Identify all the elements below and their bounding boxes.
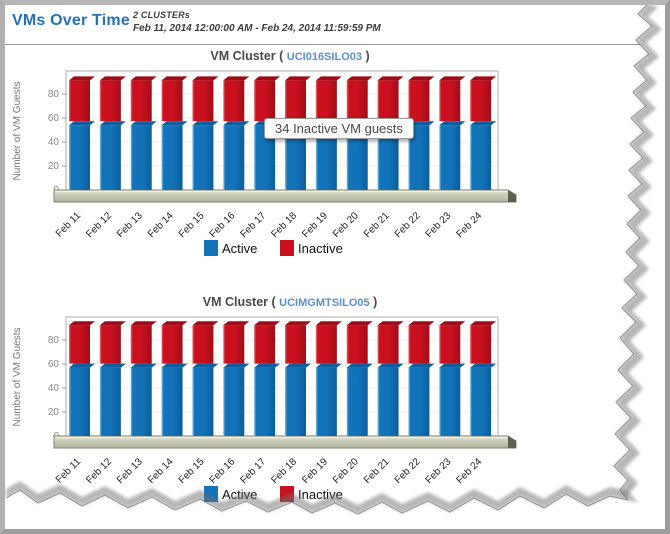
bar-feb-13[interactable]: [130, 321, 157, 436]
cluster-link[interactable]: UCIMGMTSILO05: [279, 297, 369, 309]
y-axis-tick: 60: [48, 113, 60, 124]
x-axis-label: Feb 11: [54, 210, 84, 240]
bar-feb-21[interactable]: [377, 321, 404, 436]
y-axis-tick: 60: [48, 359, 60, 370]
bar-feb-14[interactable]: [161, 76, 188, 190]
bar-feb-23[interactable]: [439, 321, 466, 436]
x-axis-label: Feb 14: [146, 456, 176, 486]
y-axis-label: Number of VM Guests: [12, 328, 23, 427]
legend-swatch-active: [204, 486, 218, 502]
bar-feb-17[interactable]: [254, 321, 281, 436]
y-axis-tick: 40: [48, 137, 60, 148]
legend-label: Active: [222, 241, 257, 256]
x-axis-label: Feb 19: [300, 456, 330, 486]
bar-feb-16[interactable]: [223, 76, 250, 190]
x-axis-label: Feb 20: [331, 456, 361, 486]
x-axis-label: Feb 19: [300, 210, 330, 240]
legend-label: Inactive: [298, 487, 343, 502]
y-axis-tick: 80: [48, 335, 60, 346]
bar-feb-19[interactable]: [315, 321, 342, 436]
bar-feb-12[interactable]: [99, 321, 126, 436]
bar-feb-24[interactable]: [470, 321, 497, 436]
bar-feb-14[interactable]: [161, 321, 188, 436]
x-axis-label: Feb 18: [269, 210, 299, 240]
legend-swatch-inactive: [280, 486, 294, 502]
bar-feb-20[interactable]: [346, 321, 373, 436]
cluster-link[interactable]: UCI016SILO03: [287, 51, 362, 63]
bar-feb-15[interactable]: [192, 76, 219, 190]
x-axis-label: Feb 16: [208, 210, 238, 240]
bar-feb-17[interactable]: [254, 76, 281, 190]
x-axis-label: Feb 14: [146, 210, 176, 240]
chart-legend: Active Inactive: [204, 486, 343, 502]
x-axis-label: Feb 21: [362, 210, 392, 240]
bar-feb-23[interactable]: [439, 76, 466, 190]
legend-swatch-inactive: [280, 240, 294, 256]
report-date-range: Feb 11, 2014 12:00:00 AM - Feb 24, 2014 …: [133, 23, 381, 34]
y-axis-tick: 80: [48, 89, 60, 100]
x-axis-label: Feb 24: [454, 456, 484, 486]
chart-base-platform: [53, 435, 517, 449]
legend-swatch-active: [204, 240, 218, 256]
x-axis-label: Feb 17: [238, 210, 268, 240]
chart-legend: Active Inactive: [204, 240, 343, 256]
report-meta: 2 CLUSTERs Feb 11, 2014 12:00:00 AM - Fe…: [133, 10, 381, 34]
chart-title: VM Cluster ( UCI016SILO03 ): [210, 49, 369, 63]
x-axis-label: Feb 23: [424, 456, 454, 486]
x-axis-label: Feb 13: [115, 210, 145, 240]
y-axis-label: Number of VM Guests: [12, 82, 23, 181]
chart-title: VM Cluster ( UCIMGMTSILO05 ): [203, 295, 378, 309]
bar-feb-12[interactable]: [99, 76, 126, 190]
chart-base-platform: [53, 189, 517, 203]
bar-feb-15[interactable]: [192, 321, 219, 436]
x-axis-label: Feb 22: [393, 210, 423, 240]
x-axis-label: Feb 22: [393, 456, 423, 486]
bar-feb-11[interactable]: [69, 321, 95, 436]
x-axis-label: Feb 13: [115, 456, 145, 486]
x-axis-label: Feb 12: [84, 210, 114, 240]
x-axis-label: Feb 24: [454, 210, 484, 240]
bar-feb-18[interactable]: [285, 321, 311, 436]
y-axis-tick: 20: [48, 407, 60, 418]
x-axis-label: Feb 16: [208, 456, 238, 486]
x-axis-label: Feb 20: [331, 210, 361, 240]
vm-cluster-chart-1[interactable]: VM Cluster ( UCI016SILO03 )020406080Numb…: [6, 47, 606, 293]
y-axis-tick: 40: [48, 383, 60, 394]
chart-tooltip: 34 Inactive VM guests: [264, 118, 414, 139]
x-axis-label: Feb 21: [362, 456, 392, 486]
bar-feb-13[interactable]: [130, 76, 157, 190]
cluster-count: 2 CLUSTERs: [133, 10, 191, 20]
x-axis-label: Feb 11: [54, 456, 84, 486]
bar-feb-16[interactable]: [223, 321, 250, 436]
x-axis-label: Feb 15: [177, 210, 207, 240]
legend-label: Active: [222, 487, 257, 502]
x-axis-label: Feb 12: [84, 456, 114, 486]
page-title: VMs Over Time: [12, 12, 130, 29]
vm-cluster-chart-2[interactable]: VM Cluster ( UCIMGMTSILO05 )020406080Num…: [6, 293, 606, 534]
x-axis-label: Feb 15: [177, 456, 207, 486]
report-header: VMs Over Time 2 CLUSTERs Feb 11, 2014 12…: [5, 5, 665, 45]
x-axis-label: Feb 18: [269, 456, 299, 486]
y-axis-tick: 20: [48, 161, 60, 172]
legend-label: Inactive: [298, 241, 343, 256]
bar-feb-11[interactable]: [69, 76, 95, 190]
x-axis-label: Feb 23: [424, 210, 454, 240]
x-axis-label: Feb 17: [238, 456, 268, 486]
bar-feb-22[interactable]: [408, 321, 435, 436]
bar-feb-22[interactable]: [408, 76, 435, 190]
bar-feb-24[interactable]: [470, 76, 497, 190]
